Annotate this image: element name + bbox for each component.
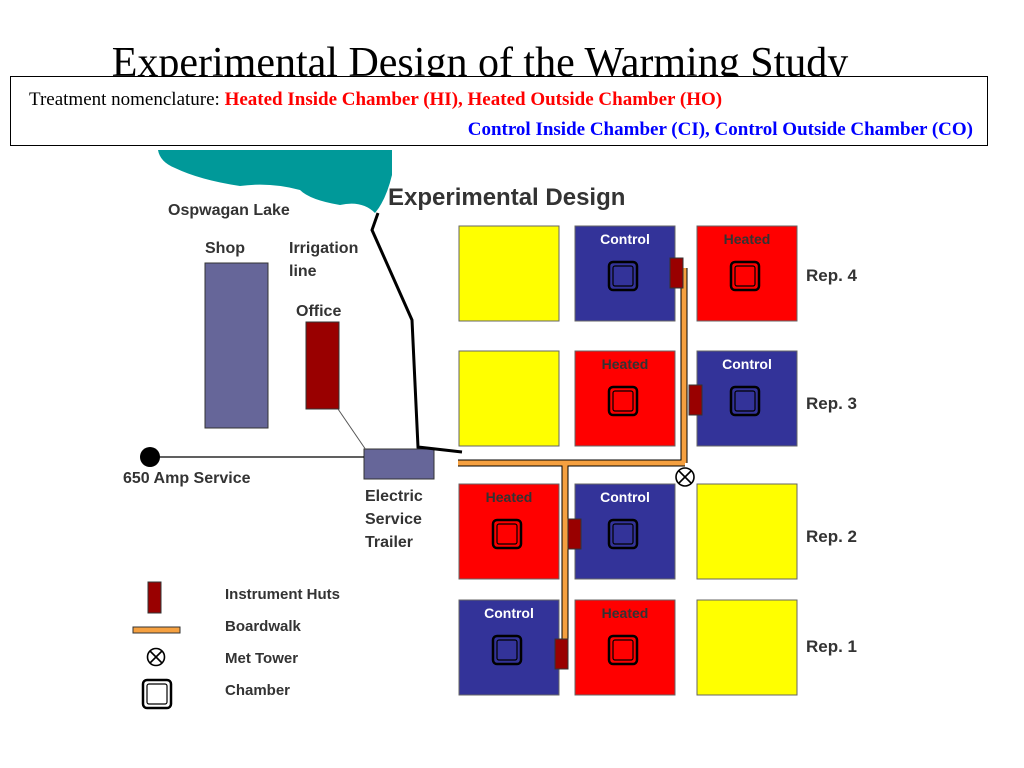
chamber-inner — [612, 523, 634, 545]
plot-heated: Heated — [574, 350, 676, 447]
legend-boardwalk-label: Boardwalk — [225, 618, 302, 635]
plot-heated: Heated — [696, 225, 798, 322]
chamber-icon — [491, 634, 523, 666]
nomenclature-heated: Heated Inside Chamber (HI), Heated Outsi… — [224, 89, 723, 110]
trailer-label-1: Electric — [365, 488, 423, 505]
office-connector — [337, 408, 367, 451]
legend-chamber-icon — [141, 678, 173, 710]
service-point — [140, 447, 160, 467]
lake-label: Ospwagan Lake — [168, 202, 290, 219]
plot-label: Control — [600, 489, 650, 505]
met-tower-icon — [675, 467, 695, 487]
chamber-icon — [607, 260, 639, 292]
rep-label: Rep. 3 — [806, 394, 857, 413]
shop-label: Shop — [205, 240, 245, 257]
legend-chamber-label: Chamber — [225, 682, 290, 699]
nomenclature-line-heated: Treatment nomenclature: Heated Inside Ch… — [29, 89, 722, 111]
plot-control: Control — [574, 483, 676, 580]
rep-label: Rep. 1 — [806, 637, 857, 656]
chamber-icon — [607, 634, 639, 666]
legend-instrument-hut-icon — [147, 581, 162, 614]
office-label: Office — [296, 303, 341, 320]
irrigation-line — [370, 212, 463, 454]
instrument-hut — [554, 638, 569, 670]
irrigation-label-1: Irrigation — [289, 240, 358, 257]
chamber-icon — [607, 518, 639, 550]
boardwalk — [458, 268, 688, 645]
nomenclature-box: Treatment nomenclature: Heated Inside Ch… — [10, 76, 988, 146]
nomenclature-prefix: Treatment nomenclature: — [29, 89, 220, 110]
chamber-icon — [491, 518, 523, 550]
chamber-icon — [729, 385, 761, 417]
map-title: Experimental Design — [388, 184, 625, 211]
lake-shape — [158, 150, 392, 213]
legend-instrument-huts-label: Instrument Huts — [225, 586, 340, 603]
shop-building — [204, 262, 269, 429]
trailer-label-2: Service — [365, 511, 422, 528]
chamber-inner — [612, 265, 634, 287]
plot-heated: Heated — [574, 599, 676, 696]
service-label: 650 Amp Service — [123, 470, 251, 487]
plot-label: Control — [484, 605, 534, 621]
chamber-inner — [496, 639, 518, 661]
plot-heated: Heated — [458, 483, 560, 580]
plot-label: Heated — [602, 356, 649, 372]
chamber-inner — [612, 639, 634, 661]
nomenclature-control: Control Inside Chamber (CI), Control Out… — [467, 119, 973, 140]
plots-layer: Control Heated Heated Control Heated Control C… — [458, 225, 798, 696]
plot-label: Heated — [602, 605, 649, 621]
instrument-hut — [669, 257, 684, 289]
rep-label: Rep. 4 — [806, 266, 858, 285]
chamber-inner — [496, 523, 518, 545]
plot-control: Control — [458, 599, 560, 696]
legend: Instrument Huts Boardwalk Met Tower Cham… — [132, 581, 340, 710]
chamber-icon — [607, 385, 639, 417]
plot-control: Control — [574, 225, 676, 322]
instrument-hut — [688, 384, 703, 416]
irrigation-label-2: line — [289, 263, 317, 280]
trailer-label-3: Trailer — [365, 534, 413, 551]
chamber-inner — [734, 390, 756, 412]
rep-label: Rep. 2 — [806, 527, 857, 546]
plot-open — [458, 225, 560, 322]
plot-label: Heated — [724, 231, 771, 247]
legend-met-tower-icon — [146, 647, 166, 667]
plot-open — [696, 599, 798, 696]
plot-control: Control — [696, 350, 798, 447]
legend-boardwalk-icon — [132, 626, 181, 634]
legend-met-tower-label: Met Tower — [225, 650, 298, 667]
chamber-icon — [729, 260, 761, 292]
plot-label: Control — [722, 356, 772, 372]
office-building — [305, 321, 340, 410]
plot-open — [696, 483, 798, 580]
plot-open — [458, 350, 560, 447]
chamber-inner — [734, 265, 756, 287]
chamber-inner — [612, 390, 634, 412]
plot-label: Heated — [486, 489, 533, 505]
instrument-hut — [567, 518, 582, 550]
plot-label: Control — [600, 231, 650, 247]
electric-service-trailer — [363, 448, 435, 480]
